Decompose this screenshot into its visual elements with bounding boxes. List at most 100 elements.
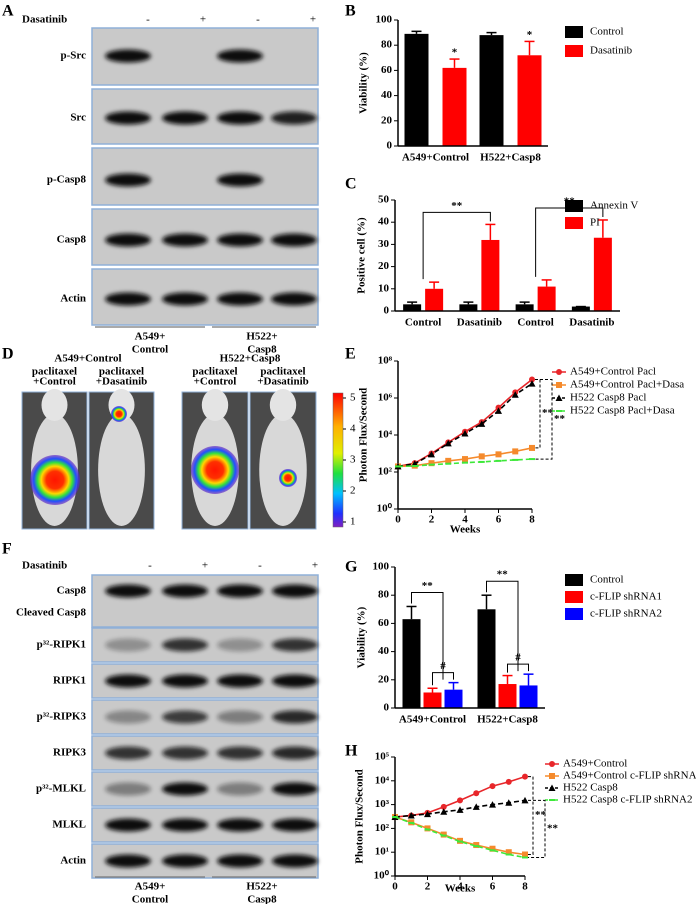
x-tick-label: 4 — [462, 514, 468, 526]
group-label: Casp8 — [247, 344, 277, 356]
y-tick-label: 20 — [378, 260, 390, 272]
legend-swatch — [565, 217, 583, 229]
panel-label: E — [345, 346, 356, 363]
point — [473, 790, 480, 797]
x-tick-label: 0 — [395, 514, 401, 526]
blot-band — [105, 233, 151, 247]
blot-band — [272, 818, 318, 832]
point — [444, 439, 452, 447]
point — [511, 391, 519, 398]
blot-band — [271, 233, 317, 247]
x-axis-label: Weeks — [450, 524, 481, 536]
lane-label: + — [310, 14, 316, 26]
bar — [537, 286, 556, 311]
blot-band — [272, 746, 318, 760]
legend-swatch — [565, 608, 583, 620]
point — [407, 811, 415, 819]
annotation: ** — [451, 200, 463, 212]
legend-label: H522 Casp8 — [563, 782, 618, 794]
y-tick-label: 10² — [375, 822, 390, 834]
legend-swatch — [565, 26, 583, 38]
group-label: H522+ — [246, 331, 277, 343]
point — [461, 430, 469, 437]
bar — [479, 35, 504, 147]
legend-label: H522 Casp8 Pacl — [570, 392, 646, 404]
bar — [517, 55, 542, 146]
y-tick-label: 100 — [376, 14, 393, 26]
legend-label: Dasatinib — [590, 45, 633, 57]
legend-swatch — [565, 45, 583, 57]
point — [440, 803, 447, 810]
annotation: ** — [547, 822, 559, 834]
bracket — [411, 591, 444, 680]
group-label: A549+Control — [54, 353, 121, 365]
legend-swatch — [565, 591, 583, 603]
colorbar-tick-label: 4 — [350, 423, 356, 435]
point — [528, 380, 536, 387]
blot-band — [105, 584, 151, 598]
x-tick-label: H522+Casp8 — [477, 714, 538, 726]
y-tick-label: 0 — [384, 305, 390, 317]
bar — [477, 609, 496, 708]
mouse-head — [201, 389, 229, 421]
condition-label: paclitaxel — [99, 366, 144, 378]
point — [505, 799, 513, 806]
group-label: A549+ — [135, 331, 166, 343]
y-tick-label: 0 — [387, 140, 393, 152]
colorbar-tick-label: 2 — [350, 485, 356, 497]
blot-band — [105, 854, 151, 868]
blot-band — [272, 710, 318, 724]
blot-band — [105, 746, 151, 760]
y-tick-label: 50 — [378, 194, 390, 206]
legend-label: A549+Control — [563, 758, 627, 770]
x-tick-label: 0 — [392, 881, 398, 893]
point — [495, 451, 502, 458]
y-tick-label: 20 — [381, 114, 393, 126]
blot-band — [105, 173, 151, 187]
x-tick-label: H522+Casp8 — [480, 152, 541, 164]
condition-label: +Control — [33, 376, 76, 388]
blot-row-label: MLKL — [52, 819, 86, 831]
blot-band — [217, 674, 263, 688]
point — [445, 457, 452, 464]
blot-row-label: Src — [70, 112, 86, 124]
panel-label: H — [345, 743, 358, 760]
bracket — [535, 379, 541, 449]
blot-row-label: p³²-RIPK1 — [37, 639, 86, 651]
bracket — [528, 776, 534, 856]
blot-band — [272, 584, 318, 598]
y-tick-label: 100 — [373, 561, 390, 573]
blot-band — [105, 710, 151, 724]
bracket — [535, 207, 604, 277]
group-label: H522+Casp8 — [220, 353, 281, 365]
treatment-label: Dasatinib — [22, 14, 67, 26]
blot-row-label: p³²-RIPK3 — [37, 711, 87, 723]
blot-band — [217, 710, 263, 724]
blot-band — [105, 782, 151, 796]
bar — [402, 619, 421, 708]
condition-label: +Dasatinib — [257, 376, 309, 388]
lane-label: - — [148, 560, 152, 572]
annotation: ** — [564, 196, 576, 208]
signal — [30, 455, 80, 505]
annotation: ** — [422, 580, 434, 592]
blot-row-label: Actin — [60, 293, 86, 305]
point — [522, 773, 528, 780]
blot-band — [162, 292, 208, 306]
panel-label: A — [2, 3, 14, 20]
signal — [191, 446, 239, 494]
x-tick-label: Dasatinib — [569, 317, 614, 329]
blot-band — [217, 584, 263, 598]
x-axis-label: Weeks — [445, 883, 476, 895]
blot-band — [217, 49, 263, 63]
blot-band — [272, 854, 318, 868]
y-tick-label: 10⁰ — [374, 870, 390, 882]
annotation: ** — [542, 407, 554, 419]
bracket — [507, 663, 529, 673]
mouse — [259, 414, 307, 526]
lane-label: + — [312, 560, 318, 572]
y-tick-label: 10⁶ — [378, 392, 393, 404]
blot-band — [217, 818, 263, 832]
